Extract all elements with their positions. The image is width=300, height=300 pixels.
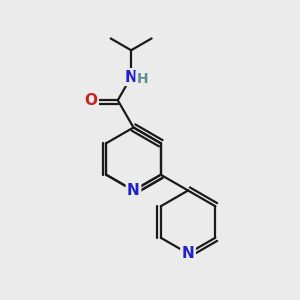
Text: H: H xyxy=(137,71,148,85)
Text: N: N xyxy=(127,183,140,198)
Text: N: N xyxy=(125,70,137,85)
Text: O: O xyxy=(85,93,98,108)
Text: N: N xyxy=(182,246,194,261)
